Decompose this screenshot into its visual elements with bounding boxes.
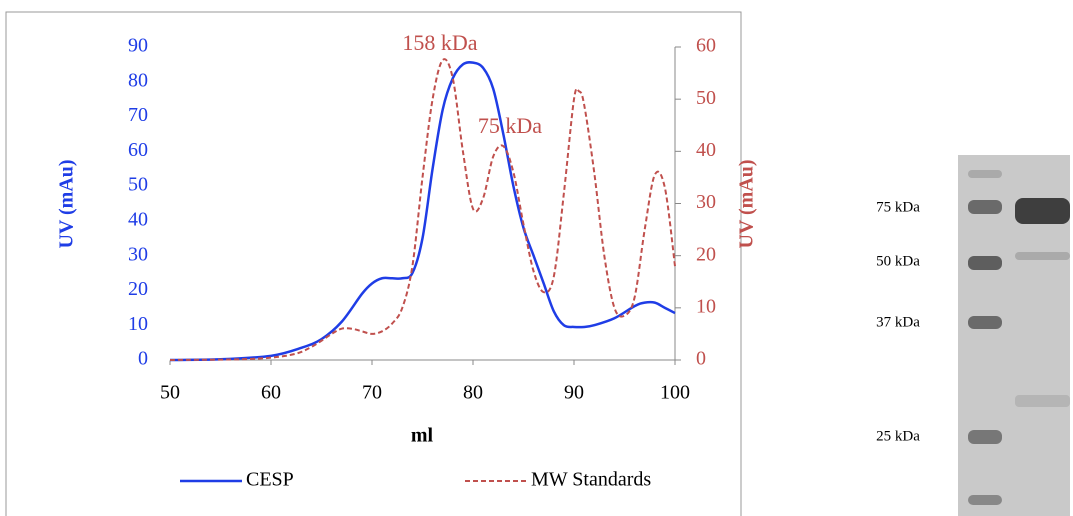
y-tick-label: 60 xyxy=(128,139,148,161)
y-tick-label: 30 xyxy=(128,243,148,265)
y2-tick-label: 40 xyxy=(696,139,716,161)
gel-label: 75 kDa xyxy=(876,199,920,215)
y-tick-label: 50 xyxy=(128,174,148,196)
x-tick-label: 70 xyxy=(362,382,382,404)
legend-label: CESP xyxy=(246,469,294,491)
y-tick-label: 20 xyxy=(128,278,148,300)
y-tick-label: 10 xyxy=(128,313,148,335)
gel-label: 25 kDa xyxy=(876,428,920,444)
y2-tick-label: 60 xyxy=(696,35,716,57)
y-axis-label: UV (mAu) xyxy=(56,159,78,248)
gel-label: 50 kDa xyxy=(876,253,920,269)
annotation: 75 kDa xyxy=(478,113,542,138)
y2-tick-label: 30 xyxy=(696,191,716,213)
data-line xyxy=(169,61,676,362)
x-tick-label: 60 xyxy=(261,382,281,404)
y-tick-label: 0 xyxy=(138,348,148,370)
gel-image xyxy=(958,155,1070,516)
legend-label: MW Standards xyxy=(531,469,651,491)
y2-tick-label: 10 xyxy=(696,295,716,317)
y-tick-label: 80 xyxy=(128,69,148,91)
x-tick-label: 90 xyxy=(564,382,584,404)
y-tick-label: 90 xyxy=(128,35,148,57)
y-tick-label: 40 xyxy=(128,208,148,230)
x-axis-label: ml xyxy=(411,425,434,447)
annotation: 158 kDa xyxy=(402,30,477,55)
x-tick-label: 100 xyxy=(660,382,690,404)
x-tick-label: 80 xyxy=(463,382,483,404)
x-tick-label: 50 xyxy=(160,382,180,404)
y2-tick-label: 20 xyxy=(696,243,716,265)
y2-axis-label: UV (mAu) xyxy=(736,159,758,248)
gel-label: 37 kDa xyxy=(876,314,920,330)
data-line xyxy=(169,58,676,361)
y2-tick-label: 0 xyxy=(696,348,706,370)
y2-tick-label: 50 xyxy=(696,87,716,109)
chart-border xyxy=(5,11,742,516)
y-tick-label: 70 xyxy=(128,104,148,126)
